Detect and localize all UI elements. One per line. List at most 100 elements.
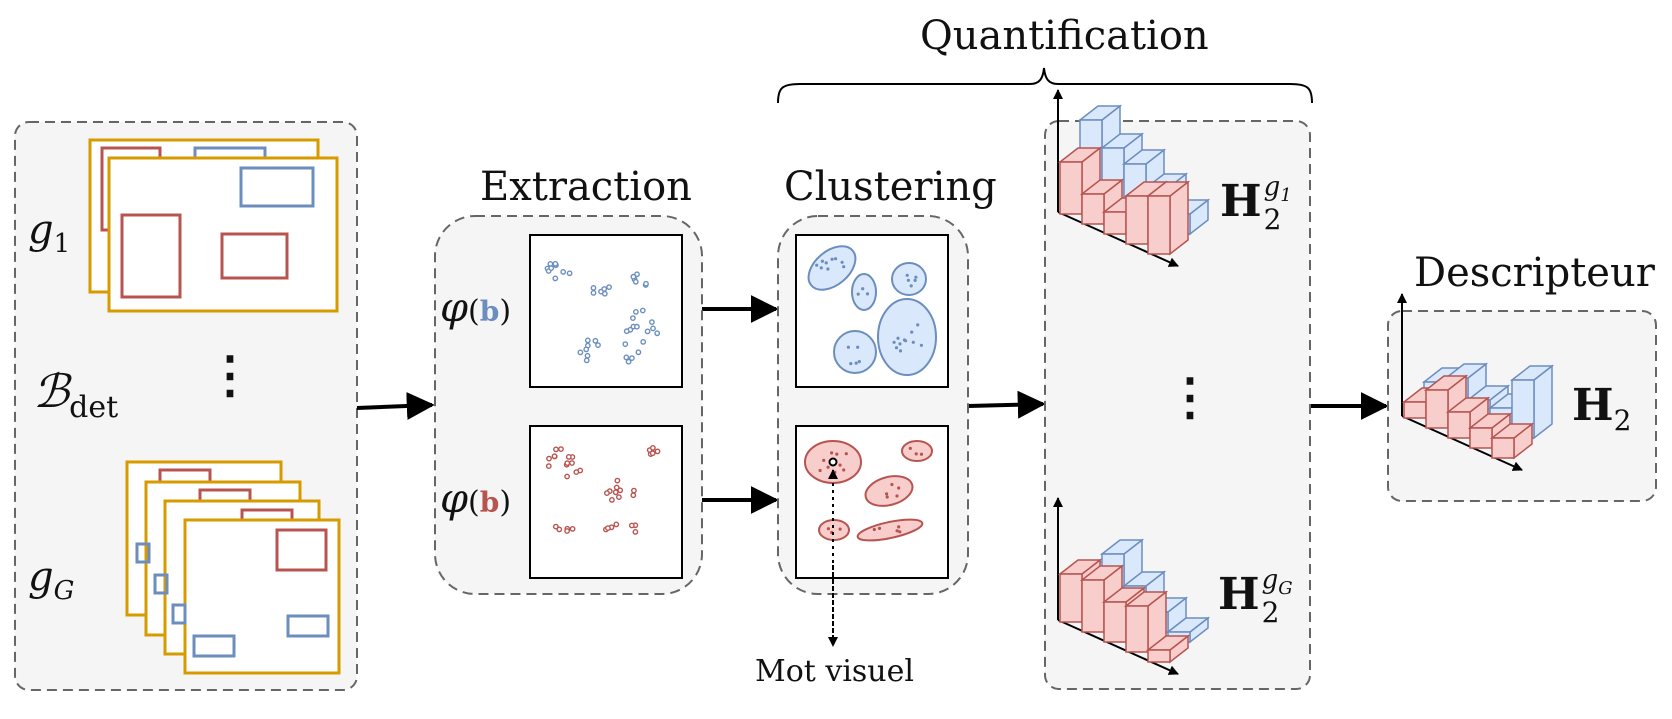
feature-point: [601, 290, 608, 297]
red-feature-points: [545, 444, 661, 535]
feature-point: [625, 358, 632, 365]
feature-point: [623, 328, 630, 335]
histogram-g1: [1053, 89, 1211, 267]
feature-point: [605, 525, 611, 531]
feature-point: [613, 484, 620, 491]
feature-box-red: [529, 425, 683, 579]
feature-point: [815, 263, 819, 267]
feature-point: [617, 487, 624, 494]
feature-point: [854, 361, 858, 365]
feature-point: [840, 260, 844, 264]
feature-point: [913, 278, 917, 282]
phi-blue-label: φ(b): [440, 285, 512, 331]
feature-point: [830, 257, 834, 261]
feature-point: [909, 284, 913, 288]
feature-point: [897, 525, 901, 529]
feature-point: [612, 489, 619, 496]
feature-point: [842, 468, 846, 472]
quantification-brace: [777, 67, 1313, 104]
feature-point: [846, 345, 851, 349]
feature-point: [630, 315, 636, 321]
feature-point: [558, 446, 564, 452]
h2-label: H2: [1572, 380, 1632, 437]
feature-point: [857, 360, 861, 364]
feature-point: [628, 522, 635, 529]
feature-point: [583, 357, 590, 364]
histogram-final: [1397, 293, 1555, 471]
feature-point: [565, 453, 572, 460]
feature-point: [564, 460, 571, 466]
feature-point: [649, 319, 655, 325]
feature-point: [894, 346, 899, 350]
blue-cluster-points: [815, 257, 924, 366]
feature-point: [838, 527, 842, 531]
feature-point: [632, 278, 639, 285]
feature-point: [849, 362, 853, 366]
feature-point: [650, 444, 656, 451]
feature-point: [905, 273, 909, 277]
feature-point: [897, 486, 901, 490]
feature-point: [826, 527, 831, 531]
feature-point: [908, 446, 912, 450]
feature-point: [824, 261, 828, 265]
blue-box: [192, 634, 236, 658]
feature-point: [640, 338, 647, 345]
descripteur-title: Descripteur: [1414, 250, 1655, 296]
feature-point: [898, 349, 903, 353]
feature-point: [616, 494, 622, 500]
feature-point: [650, 325, 656, 332]
feature-point: [545, 463, 552, 469]
feature-point: [569, 526, 576, 532]
feature-point: [577, 349, 584, 356]
feature-point: [818, 468, 822, 473]
feature-point: [552, 523, 559, 530]
feature-point: [892, 340, 896, 344]
visual-word-label: Mot visuel: [755, 654, 914, 689]
feature-point: [872, 527, 876, 532]
feature-point: [856, 345, 860, 349]
blue-clusters: [807, 245, 937, 376]
feature-point: [601, 286, 608, 292]
feature-point: [898, 530, 902, 534]
blue-box: [239, 166, 315, 208]
feature-point: [820, 259, 825, 263]
feature-point: [826, 465, 830, 469]
feature-point: [590, 289, 597, 296]
histograms-ellipsis: ⋮: [1165, 367, 1215, 426]
feature-point: [877, 526, 882, 531]
feature-point: [842, 265, 846, 269]
feature-point: [914, 275, 918, 279]
feature-point: [560, 268, 567, 275]
feature-point: [898, 342, 902, 346]
gG-label: gG: [28, 554, 75, 606]
feature-point: [895, 529, 899, 533]
clustering-title: Clustering: [784, 164, 997, 210]
feature-point: [911, 340, 915, 344]
feature-point: [895, 494, 899, 498]
feature-point: [885, 495, 889, 499]
feature-point: [551, 453, 558, 460]
feature-box-blue: [529, 234, 683, 388]
feature-point: [919, 452, 924, 456]
input-ellipsis: ⋮: [205, 345, 255, 404]
feature-point: [552, 275, 559, 282]
phi-red-label: φ(b): [440, 476, 512, 522]
feature-point: [890, 482, 894, 487]
feature-point: [632, 529, 639, 535]
feature-point: [566, 270, 573, 277]
feature-point: [819, 266, 823, 270]
feature-point: [861, 287, 865, 291]
blue-box: [286, 614, 330, 638]
feature-point: [654, 330, 661, 337]
feature-point: [826, 267, 830, 271]
feature-point: [644, 328, 651, 335]
blue-feature-points: [544, 260, 661, 365]
feature-point: [633, 308, 639, 315]
feature-point: [634, 323, 640, 330]
feature-point: [896, 336, 900, 340]
feature-point: [635, 349, 642, 356]
feature-point: [643, 280, 649, 287]
